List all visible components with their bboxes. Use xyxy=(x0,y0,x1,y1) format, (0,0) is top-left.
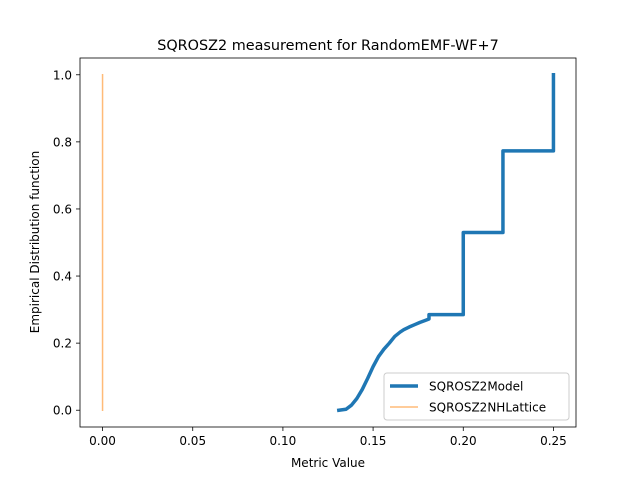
legend-label-nhlattice: SQROSZ2NHLattice xyxy=(429,401,546,415)
y-ticks: 0.0 0.2 0.4 0.6 0.8 1.0 xyxy=(53,68,80,418)
axes xyxy=(79,57,577,428)
x-axis-label: Metric Value xyxy=(291,456,365,470)
x-tick-label: 0.15 xyxy=(360,434,387,448)
y-tick-label: 0.0 xyxy=(53,404,72,418)
legend-label-model: SQROSZ2Model xyxy=(429,380,523,394)
y-tick-label: 1.0 xyxy=(53,68,72,82)
x-tick-label: 0.20 xyxy=(450,434,477,448)
y-tick-label: 0.8 xyxy=(53,135,72,149)
x-tick-label: 0.00 xyxy=(89,434,116,448)
y-tick-label: 0.4 xyxy=(53,270,72,284)
plot-lines xyxy=(101,73,556,413)
x-ticks: 0.00 0.05 0.10 0.15 0.20 0.25 xyxy=(89,427,567,448)
y-axis-label: Empirical Distribution function xyxy=(28,151,42,333)
x-tick-label: 0.10 xyxy=(270,434,297,448)
plot-frame xyxy=(79,57,577,428)
y-tick-label: 0.2 xyxy=(53,337,72,351)
legend-box xyxy=(383,372,570,421)
chart-title: SQROSZ2 measurement for RandomEMF-WF+7 xyxy=(157,38,499,54)
series-sqrosz2model-line xyxy=(336,73,556,413)
legend: SQROSZ2Model SQROSZ2NHLattice xyxy=(383,372,570,421)
y-tick-label: 0.6 xyxy=(53,202,72,216)
x-tick-label: 0.25 xyxy=(540,434,567,448)
x-tick-label: 0.05 xyxy=(179,434,206,448)
